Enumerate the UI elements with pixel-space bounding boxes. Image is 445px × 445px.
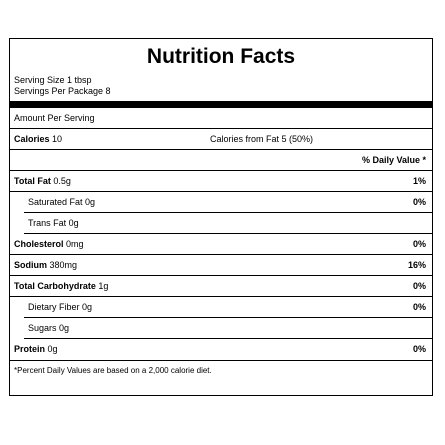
nutrient-label: Total Carbohydrate (14, 281, 96, 291)
nutrient-value: Saturated Fat 0g (28, 197, 96, 207)
calories-value: 10 (52, 134, 63, 144)
nutrient-dv: 0% (412, 197, 426, 207)
nutrient-row-dietary-fiber: Dietary Fiber 0g 0% (10, 297, 432, 318)
nutrient-row-sugars: Sugars 0g (10, 318, 432, 339)
nutrient-row-total-fat: Total Fat 0.5g 1% (10, 171, 432, 192)
nutrient-dv: 0% (412, 239, 426, 249)
nutrient-dv: 0% (412, 344, 426, 354)
servings-per-package: Servings Per Package 8 (14, 86, 111, 96)
nutrient-row-trans-fat: Trans Fat 0g (10, 213, 432, 234)
nutrient-dv: 0% (412, 302, 426, 312)
amount-per-serving-row: Amount Per Serving (10, 108, 432, 129)
thick-divider (10, 101, 432, 108)
nutrient-row-protein: Protein 0g 0% (10, 339, 432, 360)
nutrient-value: 1g (98, 281, 109, 291)
nutrient-value: 0.5g (53, 176, 71, 186)
daily-value-header: % Daily Value * (361, 155, 426, 165)
nutrient-row-total-carbohydrate: Total Carbohydrate 1g 0% (10, 276, 432, 297)
nutrient-value: Dietary Fiber 0g (28, 302, 93, 312)
nutrient-row-saturated-fat: Saturated Fat 0g 0% (10, 192, 432, 213)
footnote: *Percent Daily Values are based on a 2,0… (10, 360, 432, 381)
nutrient-row-sodium: Sodium 380mg 16% (10, 255, 432, 276)
nutrient-value: 0mg (66, 239, 84, 249)
calories-from-fat: Calories from Fat 5 (50%) (210, 134, 314, 144)
nutrient-label: Total Fat (14, 176, 51, 186)
serving-info: Serving Size 1 tbsp Servings Per Package… (10, 75, 432, 101)
nutrient-label: Protein (14, 344, 46, 354)
nutrient-row-cholesterol: Cholesterol 0mg 0% (10, 234, 432, 255)
nutrient-dv: 16% (407, 260, 426, 270)
nutrient-value: 0g (47, 344, 58, 354)
nutrient-value: Trans Fat 0g (28, 218, 79, 228)
calories-label: Calories (14, 134, 50, 144)
nutrient-dv: 0% (412, 281, 426, 291)
calories-row: Calories 10 Calories from Fat 5 (50%) (10, 129, 432, 150)
nutrient-value: Sugars 0g (28, 323, 70, 333)
nutrient-label: Cholesterol (14, 239, 64, 249)
daily-value-header-row: % Daily Value * (10, 150, 432, 171)
nutrition-label: Nutrition Facts Serving Size 1 tbsp Serv… (9, 38, 433, 396)
nutrient-dv: 1% (412, 176, 426, 186)
amount-per-serving: Amount Per Serving (14, 113, 95, 123)
serving-size: Serving Size 1 tbsp (14, 75, 92, 85)
nutrient-value: 380mg (49, 260, 78, 270)
label-title: Nutrition Facts (146, 45, 296, 68)
nutrient-label: Sodium (14, 260, 47, 270)
